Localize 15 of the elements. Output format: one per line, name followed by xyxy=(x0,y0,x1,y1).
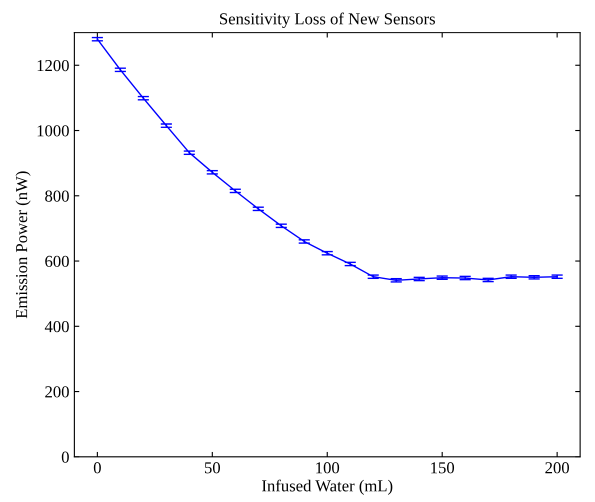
x-axis-title: Infused Water (mL) xyxy=(262,480,392,495)
x-tick-label: 100 xyxy=(316,462,340,474)
x-tick-label: 200 xyxy=(545,462,569,474)
y-axis-title: Emission Power (nW) xyxy=(16,171,31,318)
y-tick-label: 0 xyxy=(62,452,69,463)
y-tick-label: 1200 xyxy=(38,60,69,72)
y-tick-label: 1000 xyxy=(38,125,69,136)
x-tick-label: 0 xyxy=(94,462,101,474)
x-tick-label: 50 xyxy=(204,462,220,474)
y-tick-label: 200 xyxy=(45,386,69,398)
chart-title: Sensitivity Loss of New Sensors xyxy=(220,12,435,28)
y-tick-label: 400 xyxy=(44,321,69,332)
y-tick-label: 800 xyxy=(45,190,69,202)
x-tick-label: 150 xyxy=(431,462,454,474)
y-tick-label: 600 xyxy=(45,256,69,267)
